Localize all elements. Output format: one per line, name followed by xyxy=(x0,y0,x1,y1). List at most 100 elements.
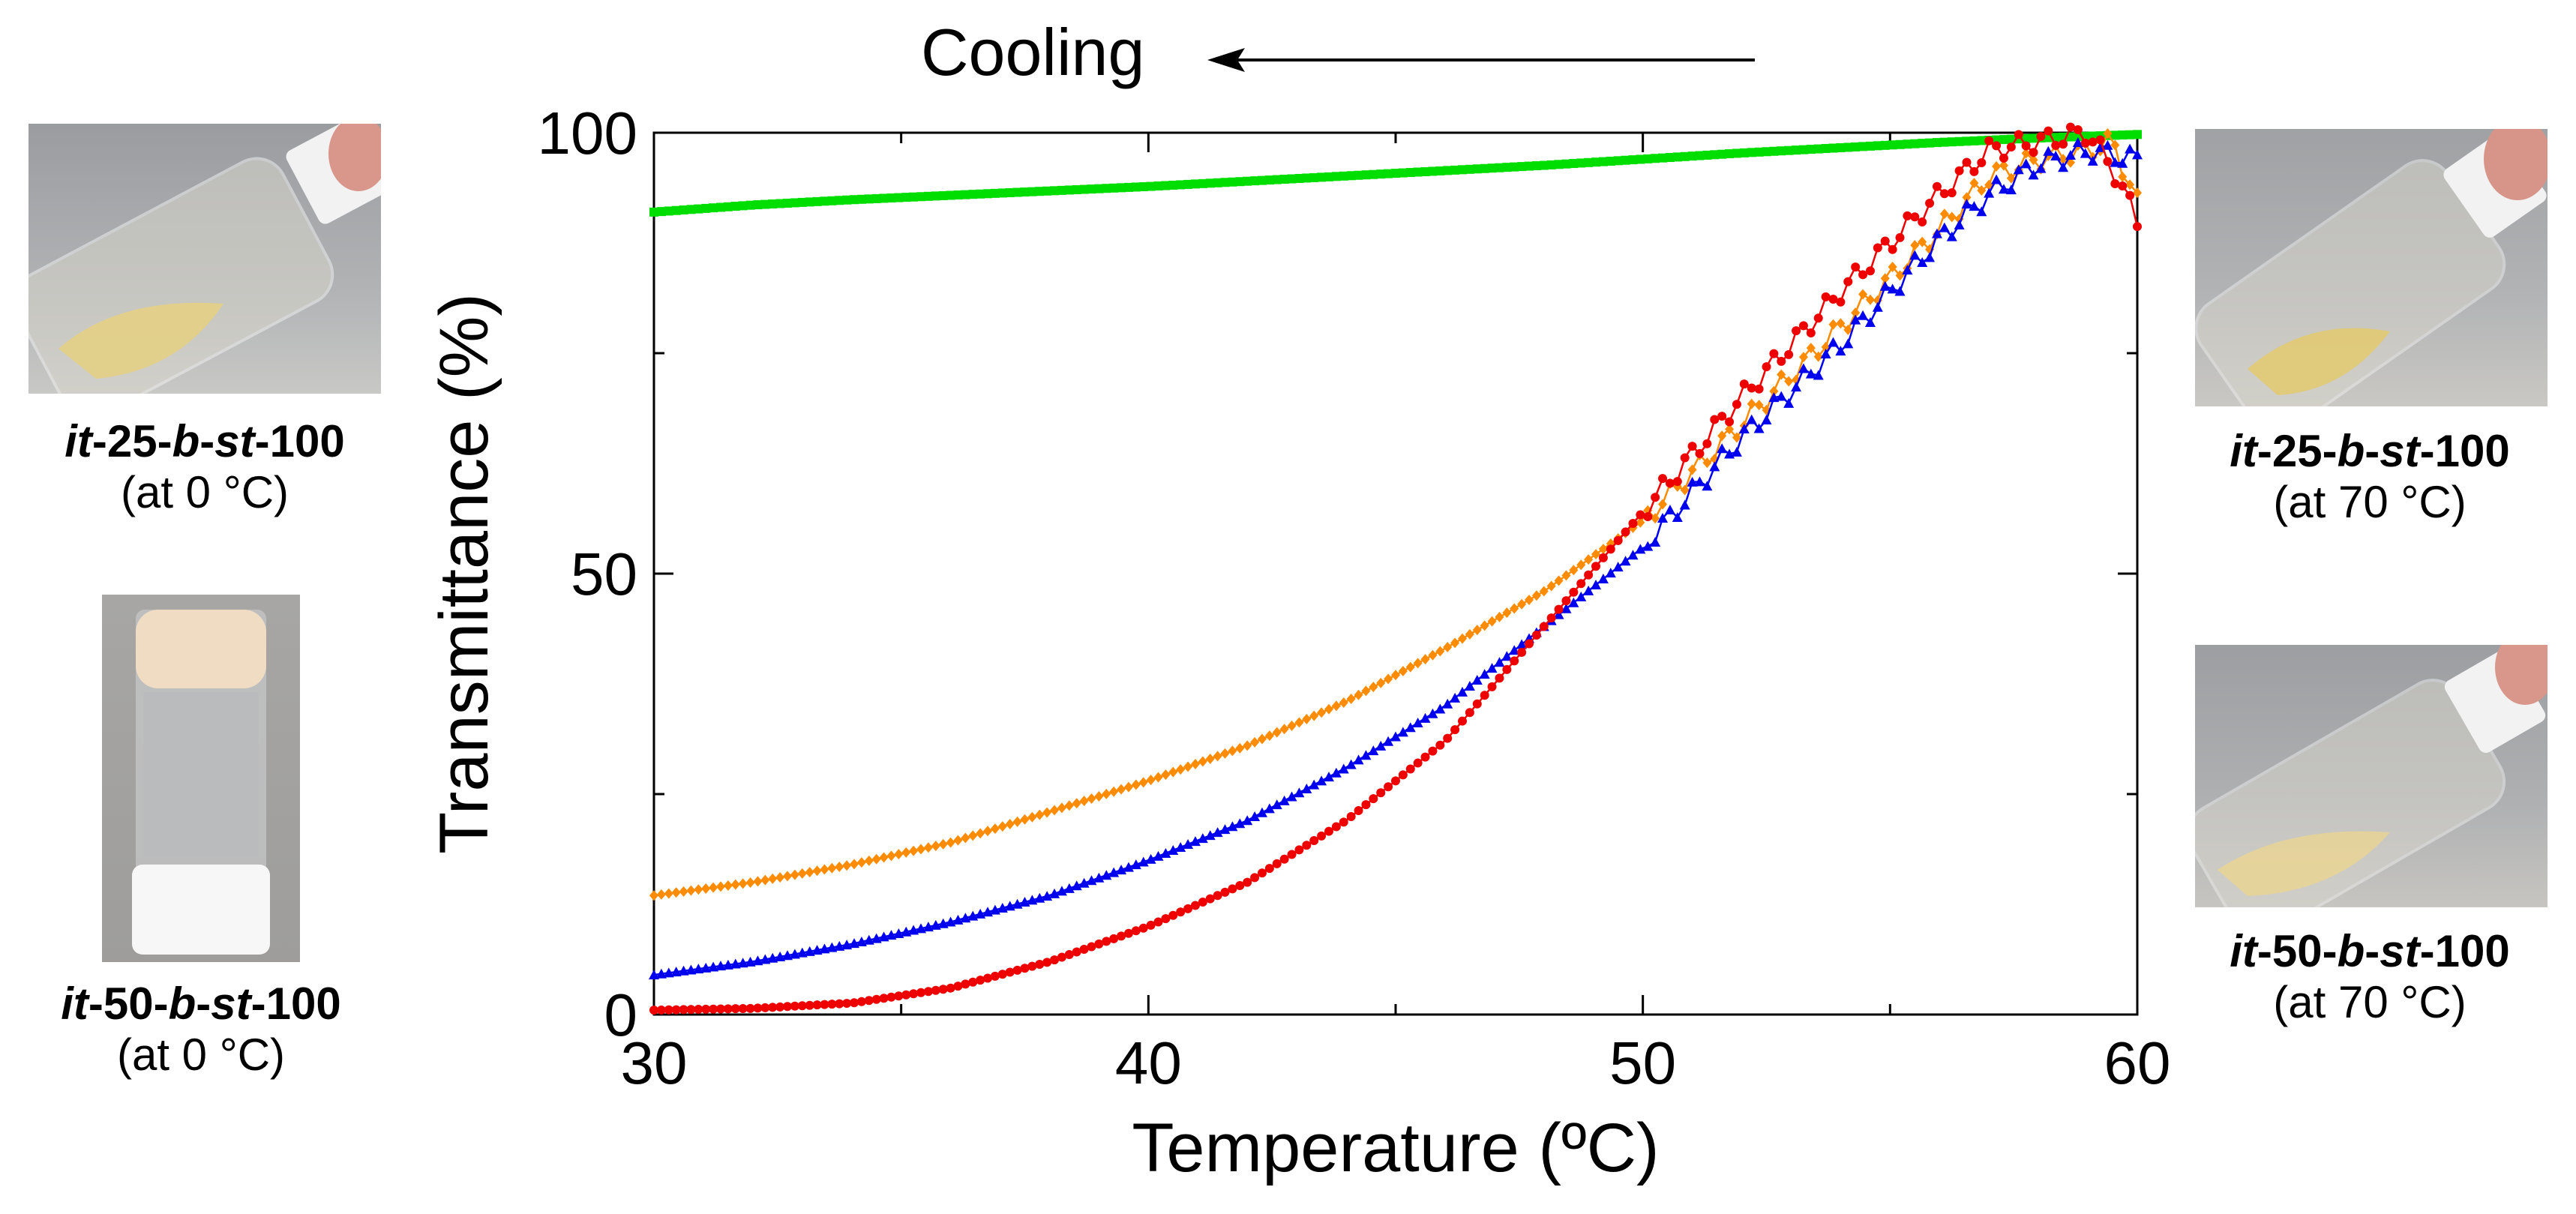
data-point xyxy=(811,945,823,955)
data-point xyxy=(1628,155,1638,165)
data-point xyxy=(1117,784,1126,795)
data-point xyxy=(894,991,904,1001)
data-point xyxy=(1102,788,1111,799)
data-point xyxy=(783,871,793,882)
data-point xyxy=(1569,159,1579,169)
data-point xyxy=(1628,518,1638,528)
data-point xyxy=(1695,448,1705,458)
sample-name-part: it xyxy=(61,979,88,1029)
data-point xyxy=(1984,136,1994,145)
sample-name-part: b xyxy=(172,416,200,466)
data-point xyxy=(1835,346,1846,356)
data-point xyxy=(1109,183,1119,193)
photo-caption-1: it-25-b-st-100 (at 0 °C) xyxy=(0,416,409,518)
data-point xyxy=(819,943,830,954)
data-point xyxy=(1731,446,1742,457)
data-point xyxy=(1072,798,1081,809)
data-point xyxy=(745,1003,755,1013)
data-point xyxy=(1294,717,1304,728)
data-point xyxy=(983,973,993,983)
data-point xyxy=(1420,654,1430,665)
data-point xyxy=(1020,814,1030,825)
data-point xyxy=(1710,415,1720,424)
data-point xyxy=(1525,594,1534,605)
data-point xyxy=(664,888,673,899)
data-point xyxy=(1620,556,1631,566)
data-point xyxy=(1479,669,1490,679)
data-point xyxy=(1791,382,1802,392)
data-point xyxy=(1517,598,1527,610)
data-point xyxy=(753,876,763,887)
sample-name-part: it xyxy=(2230,426,2257,476)
data-point xyxy=(1057,185,1066,195)
data-point xyxy=(1687,151,1697,161)
data-point xyxy=(916,844,926,855)
data-point xyxy=(1865,141,1875,151)
data-point xyxy=(1457,686,1468,697)
data-point xyxy=(805,197,814,207)
data-point xyxy=(871,193,881,203)
data-point xyxy=(1279,175,1289,184)
data-point xyxy=(1464,680,1475,691)
data-point xyxy=(1397,727,1408,737)
data-point xyxy=(753,1003,763,1013)
data-point xyxy=(1079,944,1089,954)
data-point xyxy=(812,865,822,877)
data-point xyxy=(931,191,940,201)
plot-frame xyxy=(652,131,2139,1016)
data-point xyxy=(1153,772,1163,783)
sample-name-part: -100 xyxy=(250,979,341,1029)
data-point xyxy=(871,994,881,1004)
data-point xyxy=(701,1004,711,1014)
data-point xyxy=(856,194,866,204)
data-point xyxy=(805,867,814,878)
data-point xyxy=(1865,266,1875,276)
data-point xyxy=(961,190,970,199)
data-point xyxy=(1220,178,1230,187)
sample-name: it-50-b-st-100 xyxy=(2171,926,2569,977)
data-point xyxy=(1368,745,1379,756)
data-point xyxy=(1821,292,1831,301)
data-point xyxy=(1664,504,1675,514)
data-point xyxy=(753,200,763,210)
data-point xyxy=(1851,307,1861,319)
data-point xyxy=(997,188,1007,198)
data-point xyxy=(842,999,852,1009)
data-point xyxy=(1969,201,1980,211)
data-point xyxy=(1762,147,1771,157)
sample-name-part: -100 xyxy=(2419,426,2510,476)
data-point xyxy=(1858,289,1868,300)
data-point xyxy=(2035,163,2047,173)
data-point xyxy=(1561,603,1572,613)
data-point xyxy=(723,202,733,211)
data-point xyxy=(655,968,667,979)
data-point xyxy=(1702,150,1712,160)
data-point xyxy=(1050,955,1060,965)
data-point xyxy=(1272,175,1282,184)
data-point xyxy=(1591,549,1601,560)
data-point xyxy=(923,987,933,997)
data-point xyxy=(1798,145,1808,154)
data-point xyxy=(1932,181,1942,191)
sample-name-part: - xyxy=(199,416,215,466)
data-point xyxy=(1805,368,1816,379)
data-point xyxy=(1057,952,1066,962)
data-point xyxy=(1569,565,1579,576)
data-point xyxy=(990,188,1000,198)
data-point xyxy=(1465,628,1474,640)
data-point xyxy=(2102,139,2113,150)
x-axis-label: Temperature (ºC) xyxy=(1132,1110,1659,1186)
data-point xyxy=(1324,172,1333,181)
data-point xyxy=(1064,800,1074,811)
data-point xyxy=(1925,138,1935,148)
data-point xyxy=(1702,481,1713,491)
data-point xyxy=(1732,148,1741,158)
data-point xyxy=(1635,544,1646,554)
data-point xyxy=(1376,677,1386,688)
data-point xyxy=(1695,151,1705,160)
data-point xyxy=(1078,877,1090,888)
data-point xyxy=(1784,349,1794,359)
data-point xyxy=(1064,185,1074,195)
data-point xyxy=(1093,872,1105,883)
data-point xyxy=(1918,236,1927,247)
